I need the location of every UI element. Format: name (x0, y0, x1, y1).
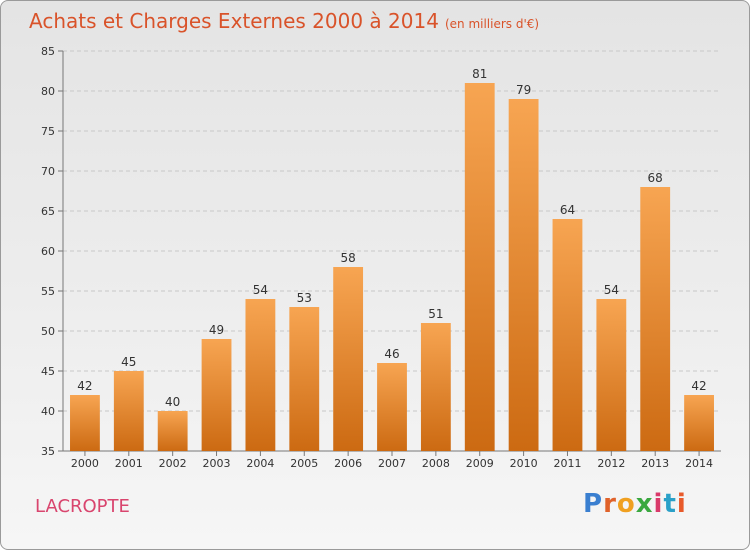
y-tick-label: 75 (41, 125, 55, 138)
bar-value-label: 51 (428, 307, 443, 321)
logo-letter: r (603, 489, 617, 519)
bar-value-label: 81 (472, 67, 487, 81)
bar-value-label: 45 (121, 355, 136, 369)
bar (70, 395, 100, 451)
bar (684, 395, 714, 451)
bar-value-label: 42 (77, 379, 92, 393)
bar-value-label: 68 (648, 171, 663, 185)
bar (201, 339, 232, 451)
bar-value-label: 58 (340, 251, 355, 265)
bar (640, 187, 671, 451)
x-tick-label: 2013 (641, 457, 669, 470)
logo-letter: t (663, 489, 677, 519)
y-axis: 35 40 45 50 55 60 65 70 75 80 85 (41, 45, 721, 458)
chart-title-text: Achats et Charges Externes 2000 à 2014 (29, 9, 439, 33)
bar (596, 299, 627, 451)
chart-subtitle: (en milliers d'€) (444, 17, 540, 31)
logo-letter: i (653, 489, 664, 519)
x-tick-label: 2008 (422, 457, 450, 470)
bar (333, 267, 364, 451)
x-tick-label: 2011 (553, 457, 581, 470)
bar-value-label: 53 (297, 291, 312, 305)
commune-name: LACROPTE (35, 496, 130, 517)
x-axis: 2000 2001 2002 2003 2004 2005 2006 2007 2008 2009… (71, 451, 713, 470)
y-tick-label: 70 (41, 165, 55, 178)
x-tick-label: 2003 (203, 457, 231, 470)
logo-letter: o (616, 489, 636, 519)
y-tick-label: 40 (41, 405, 55, 418)
y-tick-label: 60 (41, 245, 55, 258)
bar-value-label: 46 (384, 347, 399, 361)
bars: 42 45 40 49 54 53 58 46 51 81 79 64 54 68 42 (70, 67, 714, 451)
bar (113, 371, 144, 451)
bar-value-label: 40 (165, 395, 180, 409)
bar-value-label: 49 (209, 323, 224, 337)
logo-letter: P (583, 489, 604, 519)
y-tick-label: 35 (41, 445, 55, 458)
proxiti-logo[interactable]: Proxiti (583, 489, 687, 519)
x-tick-label: 2009 (466, 457, 494, 470)
bar-value-label: 79 (516, 83, 531, 97)
x-tick-label: 2014 (685, 457, 713, 470)
bar (464, 83, 495, 451)
logo-letter: x (635, 489, 654, 519)
bar (508, 99, 539, 451)
bar (377, 363, 407, 451)
y-tick-label: 80 (41, 85, 55, 98)
bar-value-label: 64 (560, 203, 575, 217)
x-tick-label: 2007 (378, 457, 406, 470)
x-tick-label: 2000 (71, 457, 99, 470)
bar (157, 411, 188, 451)
bar (420, 323, 451, 451)
bar (245, 299, 276, 451)
x-tick-label: 2001 (115, 457, 143, 470)
bar (289, 307, 320, 451)
y-tick-label: 65 (41, 205, 55, 218)
bar-value-label: 54 (604, 283, 619, 297)
x-tick-label: 2004 (246, 457, 274, 470)
bar-value-label: 54 (253, 283, 268, 297)
x-tick-label: 2012 (597, 457, 625, 470)
x-tick-label: 2002 (159, 457, 187, 470)
y-tick-label: 45 (41, 365, 55, 378)
y-tick-label: 85 (41, 45, 55, 58)
x-tick-label: 2005 (290, 457, 318, 470)
logo-letter: i (676, 489, 687, 519)
bar-value-label: 42 (691, 379, 706, 393)
bar (552, 219, 583, 451)
x-tick-label: 2010 (510, 457, 538, 470)
y-tick-label: 50 (41, 325, 55, 338)
y-tick-label: 55 (41, 285, 55, 298)
chart-title: Achats et Charges Externes 2000 à 2014 (e… (29, 9, 539, 33)
x-tick-label: 2006 (334, 457, 362, 470)
